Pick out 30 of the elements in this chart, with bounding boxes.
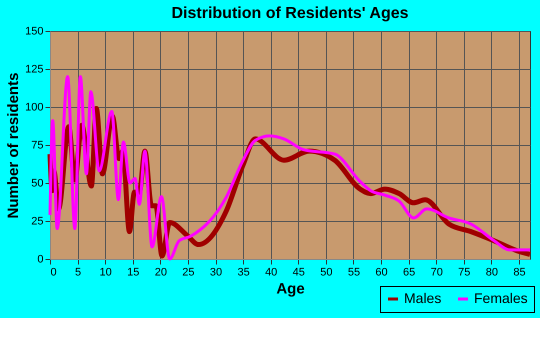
y-tick-label: 125 [25, 64, 44, 76]
x-tick-label: 10 [100, 266, 112, 278]
x-tick-label: 30 [210, 266, 222, 278]
x-axis-title: Age [276, 280, 305, 298]
x-tick-label: 55 [348, 266, 360, 278]
y-tick-label: 50 [31, 178, 44, 190]
x-tick-label: 15 [127, 266, 140, 278]
y-tick-label: 100 [25, 102, 44, 114]
x-tick-label: 70 [430, 266, 443, 278]
y-tick-label: 25 [31, 216, 44, 228]
x-tick-label: 50 [320, 266, 332, 278]
x-tick-label: 75 [458, 266, 470, 278]
x-tick-label: 45 [292, 266, 305, 278]
chart-title: Distribution of Residents' Ages [171, 5, 409, 22]
x-tick-label: 65 [402, 266, 416, 278]
x-tick-label: 40 [265, 266, 278, 278]
x-tick-label: 5 [75, 266, 82, 278]
x-tick-label: 20 [154, 266, 167, 278]
legend-label: Males [404, 290, 442, 306]
legend-label: Females [474, 290, 528, 306]
x-tick-label: 60 [375, 266, 388, 278]
y-tick-label: 75 [31, 140, 44, 152]
x-tick-label: 80 [486, 266, 498, 278]
y-tick-label: 150 [25, 26, 44, 38]
x-tick-label: 0 [50, 266, 57, 278]
y-tick-label: 0 [37, 254, 44, 266]
x-tick-label: 25 [182, 266, 195, 278]
x-tick-label: 35 [237, 266, 250, 278]
y-axis-title: Number of residents [5, 72, 22, 218]
x-tick-label: 85 [513, 266, 526, 278]
